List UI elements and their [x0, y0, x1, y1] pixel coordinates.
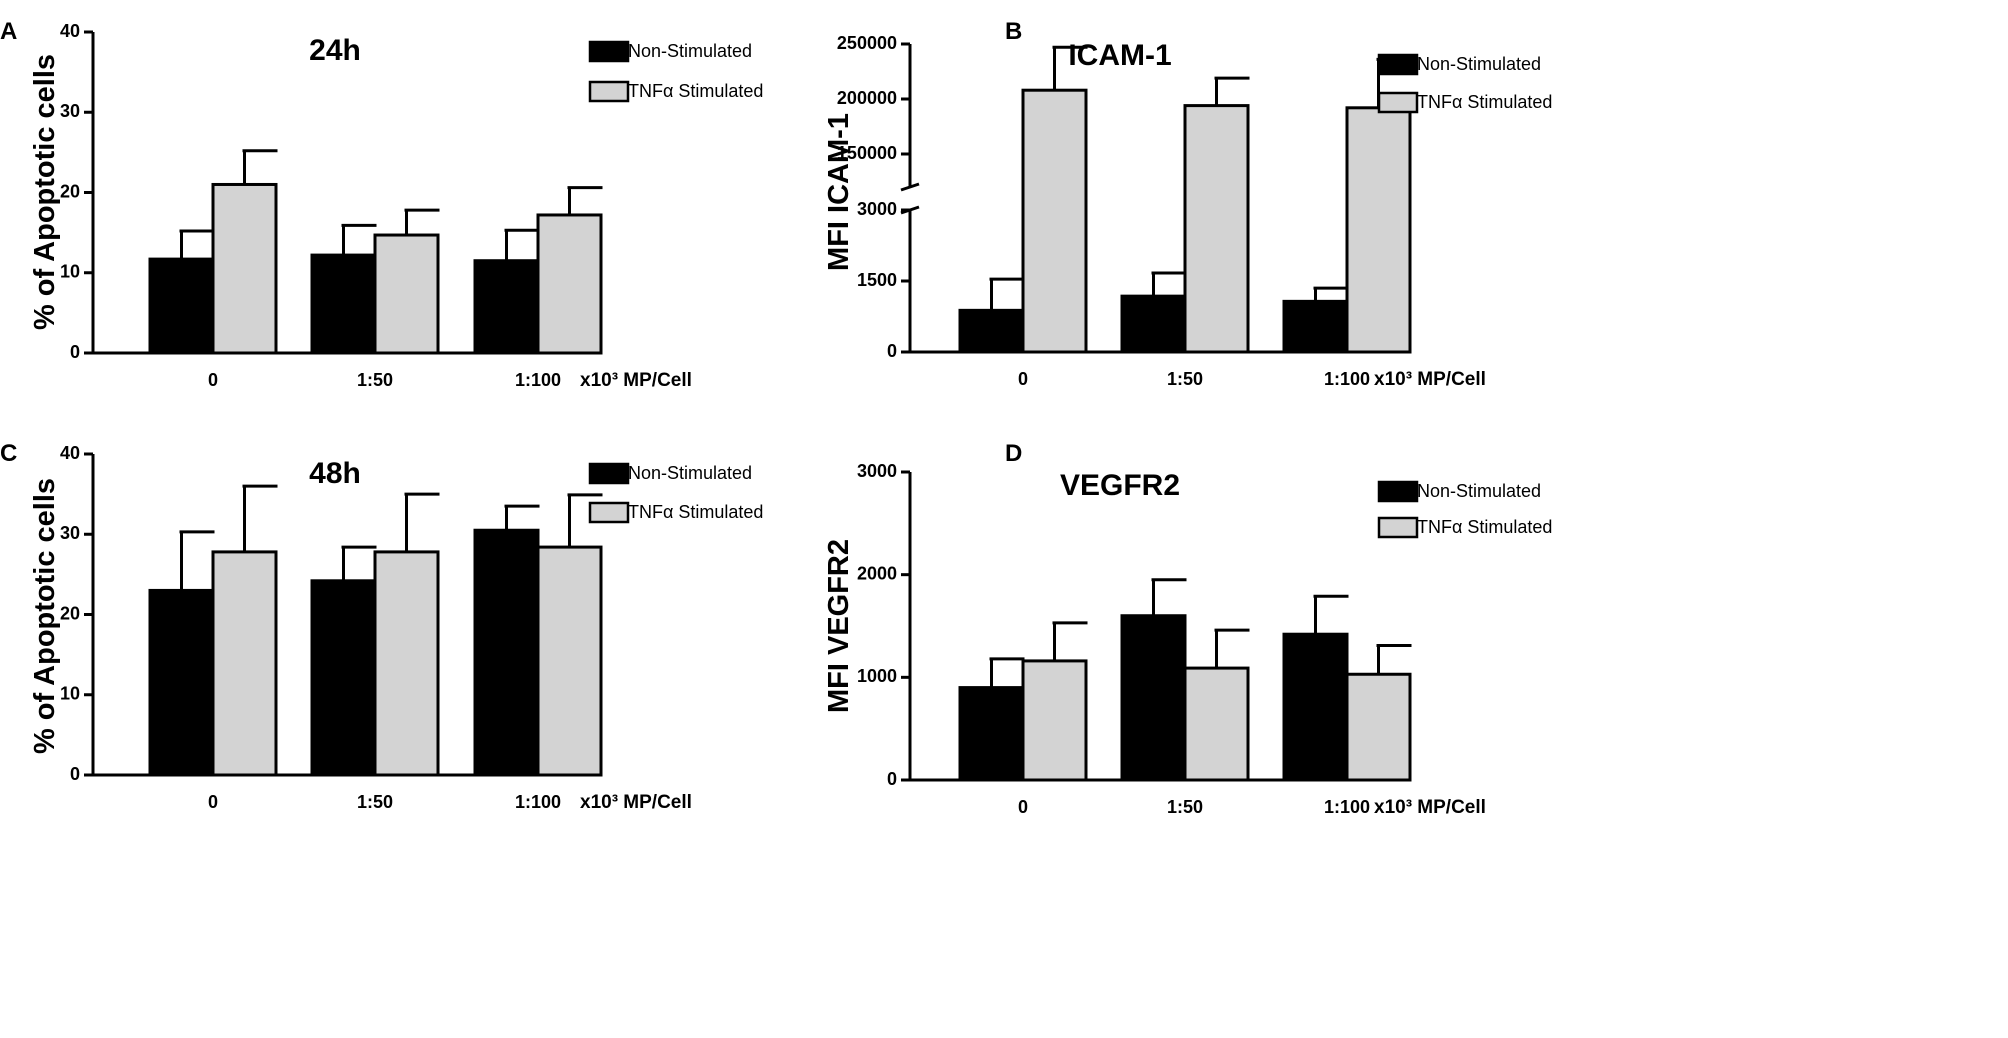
bar-tnf-stimulated: [1345, 672, 1412, 782]
bar-tnf-stimulated: [1021, 659, 1088, 782]
x-tick-label: 1:50: [1167, 797, 1203, 817]
y-tick-label: 20: [60, 181, 80, 201]
legend-swatch-non-stimulated: [588, 40, 630, 63]
legend-swatch-non-stimulated: [588, 462, 630, 485]
bar-tnf-stimulated: [1021, 88, 1088, 354]
x-axis-label: x10³ MP/Cell: [1374, 797, 1486, 818]
x-tick-label: 1:100: [1324, 369, 1370, 389]
legend-label-tnf-stimulated: TNFα Stimulated: [628, 81, 763, 101]
x-tick-label: 1:50: [357, 792, 393, 812]
x-tick-label: 1:100: [515, 370, 561, 390]
y-axis-label: MFI ICAM-1: [823, 113, 855, 271]
y-tick-label: 3000: [857, 199, 897, 219]
chart-panel-c: C 48h % of Apoptotic cells 0 10 20 30 40 0 1:50 1:…: [0, 440, 763, 813]
legend-label-tnf-stimulated: TNFα Stimulated: [628, 502, 763, 522]
x-axis-label: x10³ MP/Cell: [580, 792, 692, 813]
y-axis-label: MFI VEGFR2: [823, 539, 855, 713]
x-tick-label: 0: [208, 792, 218, 812]
y-tick-label: 3000: [857, 461, 897, 481]
y-tick-label: 200000: [837, 88, 897, 108]
bar-non-stimulated: [1282, 632, 1349, 782]
chart-panel-b: B ICAM-1 MFI ICAM-1 0 1500 3000 150000 200000 25…: [823, 18, 1552, 390]
y-tick-label: 0: [70, 764, 80, 784]
y-axis-label: % of Apoptotic cells: [29, 54, 61, 330]
y-tick-label: 10: [60, 262, 80, 282]
legend-label-non-stimulated: Non-Stimulated: [1417, 481, 1541, 501]
chart-panel-a: A 24h % of Apoptotic cells 0 10 20 30 40 0 1:50 1:…: [0, 18, 763, 391]
x-axis-label: x10³ MP/Cell: [580, 370, 692, 391]
bar-tnf-stimulated: [536, 213, 603, 355]
x-tick-label: 0: [1018, 369, 1028, 389]
panel-label: C: [0, 440, 17, 467]
chart-panel-d: D VEGFR2 MFI VEGFR2 0 1000 2000 3000 0 1:50 1:100…: [823, 440, 1552, 818]
bar-tnf-stimulated: [211, 182, 278, 355]
chart-title: 24h: [309, 34, 361, 67]
bar-non-stimulated: [1120, 614, 1187, 782]
bar-non-stimulated: [148, 257, 215, 355]
bar-tnf-stimulated: [373, 233, 440, 355]
legend-swatch-non-stimulated: [1377, 480, 1419, 503]
x-tick-label: 1:50: [357, 370, 393, 390]
chart-title: 48h: [309, 457, 361, 490]
y-tick-label: 0: [887, 769, 897, 789]
y-tick-label: 40: [60, 443, 80, 463]
bar-non-stimulated: [148, 588, 215, 777]
y-tick-label: 20: [60, 603, 80, 623]
bar-tnf-stimulated: [1345, 106, 1412, 354]
legend-label-tnf-stimulated: TNFα Stimulated: [1417, 517, 1552, 537]
bar-tnf-stimulated: [211, 550, 278, 777]
panel-label: A: [0, 18, 17, 45]
chart-title: ICAM-1: [1068, 39, 1171, 72]
legend-label-non-stimulated: Non-Stimulated: [628, 463, 752, 483]
y-tick-label: 2000: [857, 563, 897, 583]
bar-non-stimulated: [473, 528, 540, 777]
legend-label-non-stimulated: Non-Stimulated: [628, 41, 752, 61]
legend-swatch-tnf-stimulated: [588, 501, 630, 524]
y-tick-label: 30: [60, 523, 80, 543]
legend-swatch-non-stimulated: [1377, 53, 1419, 76]
panel-label: D: [1005, 440, 1022, 467]
y-tick-label: 150000: [837, 143, 897, 163]
y-tick-label: 1000: [857, 666, 897, 686]
legend-swatch-tnf-stimulated: [1377, 516, 1419, 539]
x-tick-label: 1:100: [515, 792, 561, 812]
legend-label-non-stimulated: Non-Stimulated: [1417, 54, 1541, 74]
bar-tnf-stimulated: [1183, 666, 1250, 782]
bar-non-stimulated: [958, 308, 1025, 354]
bar-non-stimulated: [310, 253, 377, 355]
bar-non-stimulated: [1282, 299, 1349, 354]
axis-break-mark: [900, 182, 920, 192]
x-tick-label: 0: [208, 370, 218, 390]
x-tick-label: 1:50: [1167, 369, 1203, 389]
bar-tnf-stimulated: [536, 545, 603, 777]
legend-label-tnf-stimulated: TNFα Stimulated: [1417, 92, 1552, 112]
x-axis-label: x10³ MP/Cell: [1374, 369, 1486, 390]
legend-swatch-tnf-stimulated: [1377, 91, 1419, 114]
x-tick-label: 0: [1018, 797, 1028, 817]
y-tick-label: 0: [70, 342, 80, 362]
bar-non-stimulated: [958, 686, 1025, 782]
bar-tnf-stimulated: [1183, 104, 1250, 354]
bar-non-stimulated: [473, 259, 540, 355]
y-axis-label: % of Apoptotic cells: [29, 478, 61, 754]
y-tick-label: 250000: [837, 33, 897, 53]
y-tick-label: 0: [887, 341, 897, 361]
panel-label: B: [1005, 18, 1022, 45]
y-tick-label: 40: [60, 21, 80, 41]
bar-non-stimulated: [310, 579, 377, 777]
y-tick-label: 1500: [857, 270, 897, 290]
y-tick-label: 10: [60, 684, 80, 704]
x-tick-label: 1:100: [1324, 797, 1370, 817]
legend-swatch-tnf-stimulated: [588, 80, 630, 103]
chart-title: VEGFR2: [1060, 469, 1180, 502]
bar-tnf-stimulated: [373, 550, 440, 777]
bar-non-stimulated: [1120, 294, 1187, 354]
y-tick-label: 30: [60, 101, 80, 121]
